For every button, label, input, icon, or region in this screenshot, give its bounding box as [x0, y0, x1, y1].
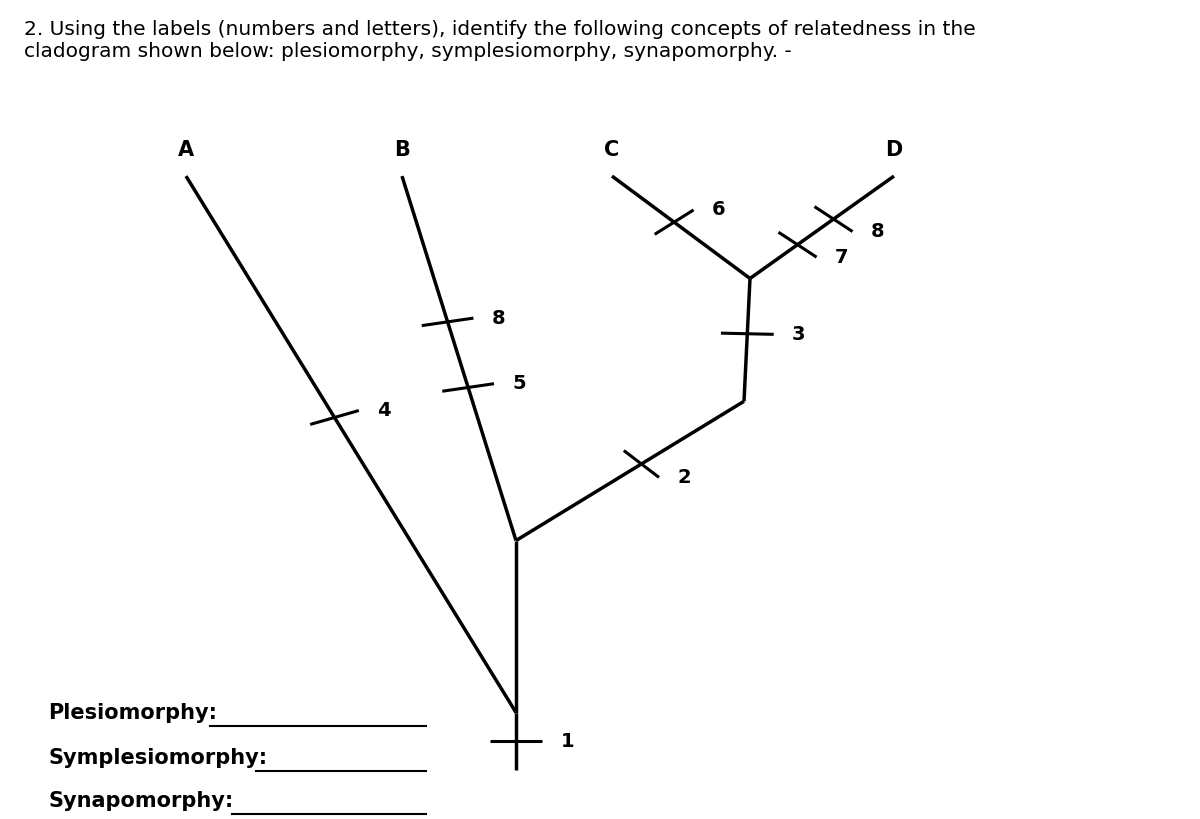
- Text: 1: 1: [560, 731, 574, 751]
- Text: B: B: [394, 140, 410, 160]
- Text: 6: 6: [712, 201, 725, 219]
- Text: D: D: [886, 140, 902, 160]
- Text: 2. Using the labels (numbers and letters), identify the following concepts of re: 2. Using the labels (numbers and letters…: [24, 20, 976, 61]
- Text: 8: 8: [492, 309, 505, 328]
- Text: Symplesiomorphy:: Symplesiomorphy:: [48, 748, 268, 767]
- Text: 4: 4: [377, 401, 390, 420]
- Text: A: A: [178, 140, 194, 160]
- Text: Plesiomorphy:: Plesiomorphy:: [48, 703, 217, 722]
- Text: 7: 7: [834, 247, 848, 267]
- Text: C: C: [605, 140, 619, 160]
- Text: 2: 2: [677, 468, 691, 486]
- Text: 3: 3: [792, 325, 805, 344]
- Text: 8: 8: [870, 222, 884, 241]
- Text: Synapomorphy:: Synapomorphy:: [48, 791, 233, 811]
- Text: 5: 5: [512, 374, 526, 393]
